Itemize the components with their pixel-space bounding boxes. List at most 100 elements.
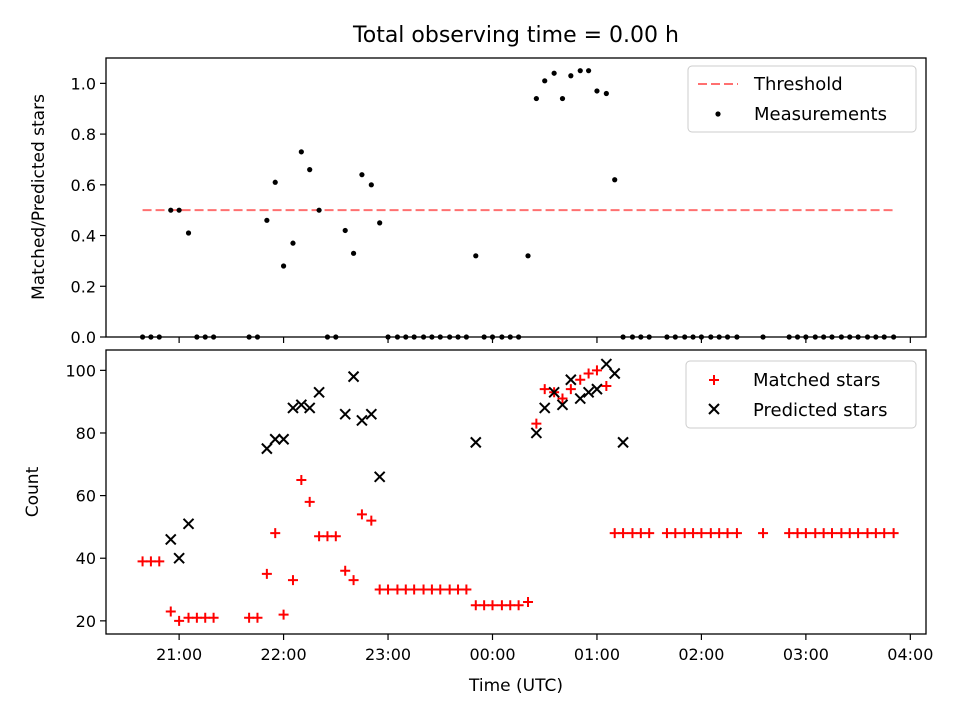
top-panel: 0.0 0.2 0.4 0.6 0.8 1.0 Matched/Predicted sta…: [29, 57, 927, 347]
matched-star-marker: [679, 528, 690, 539]
matched-star-marker: [296, 474, 307, 485]
measurement-point: [307, 167, 313, 173]
predicted-star-marker: [313, 386, 325, 398]
top-ytick-label: 0.6: [71, 176, 96, 195]
matched-star-marker: [583, 368, 594, 379]
top-ytick-label: 1.0: [71, 74, 96, 93]
matched-star-marker: [539, 384, 550, 395]
matched-star-marker: [505, 600, 516, 611]
bottom-ytick-label: 80: [76, 424, 96, 443]
legend-predicted: Predicted stars: [753, 400, 887, 421]
predicted-star-marker: [356, 414, 368, 427]
predicted-star-marker: [591, 383, 603, 395]
matched-star-marker: [800, 528, 811, 539]
measurement-point: [168, 207, 174, 213]
matched-star-marker: [627, 528, 638, 539]
top-ytick-label: 0.4: [71, 227, 96, 246]
predicted-star-marker: [539, 402, 551, 414]
matched-star-marker: [137, 556, 148, 567]
measurement-point: [585, 68, 592, 74]
matched-star-marker: [356, 509, 367, 520]
matched-star-marker: [670, 528, 681, 539]
measurement-point: [264, 217, 270, 223]
predicted-star-marker: [548, 386, 560, 398]
matched-star-marker: [496, 600, 507, 611]
matched-star-marker: [270, 528, 281, 539]
matched-star-marker: [208, 612, 219, 623]
matched-star-marker: [278, 609, 289, 620]
predicted-star-marker: [339, 408, 351, 420]
measurement-point: [473, 253, 479, 259]
matched-star-marker: [479, 600, 490, 611]
xtick-label: 21:00: [156, 645, 202, 664]
predicted-star-marker: [365, 408, 378, 420]
matched-star-marker: [644, 528, 655, 539]
matched-star-marker: [688, 528, 699, 539]
matched-star-marker: [705, 528, 716, 539]
matched-star-marker: [635, 528, 646, 539]
predicted-star-marker: [530, 427, 543, 439]
matched-star-marker: [870, 528, 881, 539]
top-ytick-label: 0.8: [71, 125, 96, 144]
measurement-point: [603, 90, 609, 97]
measurement-point: [368, 182, 374, 188]
matched-star-marker: [836, 528, 847, 539]
measurement-point: [377, 220, 383, 226]
top-ytick-label: 0.0: [71, 328, 96, 347]
matched-star-marker: [261, 568, 272, 579]
measurement-point: [176, 207, 182, 213]
matched-star-marker: [366, 515, 377, 526]
matched-legend-marker: [709, 375, 719, 385]
chart-title: Total observing time = 0.00 h: [352, 23, 679, 48]
matched-star-marker: [340, 565, 351, 576]
matched-star-marker: [426, 584, 437, 595]
top-legend: Threshold Measurements: [687, 65, 917, 133]
measurement-point: [568, 73, 574, 79]
measurement-point: [280, 263, 287, 269]
matched-star-marker: [714, 528, 725, 539]
measurement-point: [298, 149, 304, 155]
bottom-ytick-label: 20: [76, 612, 96, 631]
measurement-point: [525, 253, 531, 259]
measurement-point: [359, 172, 365, 178]
predicted-star-marker: [565, 374, 577, 386]
measurement-point: [316, 207, 322, 213]
matched-star-marker: [418, 584, 429, 595]
predicted-star-marker: [617, 436, 629, 449]
bottom-ylabel: Count: [23, 466, 43, 517]
measurement-point: [542, 78, 548, 84]
matched-star-marker: [609, 528, 620, 539]
matched-star-marker: [523, 597, 534, 608]
matched-star-marker: [444, 584, 455, 595]
top-axes-frame: [105, 57, 927, 338]
bottom-axes-frame: [105, 349, 927, 635]
matched-star-marker: [826, 528, 837, 539]
xtick-label: 04:00: [887, 645, 933, 664]
predicted-star-marker: [470, 436, 482, 449]
predicted-star-marker: [287, 402, 299, 414]
measurement-point: [612, 177, 618, 183]
top-ytick-label: 0.2: [71, 277, 96, 296]
bottom-ytick-label: 60: [76, 487, 96, 506]
top-ylabel: Matched/Predicted stars: [29, 94, 49, 300]
bottom-legend: Matched stars Predicted stars: [685, 360, 917, 429]
matched-star-marker: [322, 531, 333, 542]
matched-star-marker: [348, 575, 359, 586]
matched-star-marker: [304, 496, 315, 507]
matched-star-marker: [374, 584, 385, 595]
matched-star-marker: [784, 528, 795, 539]
matched-star-marker: [400, 584, 411, 595]
xtick-label: 02:00: [678, 645, 724, 664]
matched-star-marker: [461, 584, 472, 595]
predicted-legend-marker: [708, 403, 720, 415]
measurement-legend-marker: [715, 111, 721, 117]
matched-star-marker: [661, 528, 672, 539]
predicted-star-marker: [269, 433, 281, 445]
matched-star-marker: [557, 393, 568, 404]
matched-star-marker: [174, 615, 185, 626]
matched-star-marker: [879, 528, 890, 539]
measurement-point: [185, 230, 192, 236]
bottom-ytick-label: 100: [65, 361, 96, 380]
matched-star-marker: [287, 575, 298, 586]
